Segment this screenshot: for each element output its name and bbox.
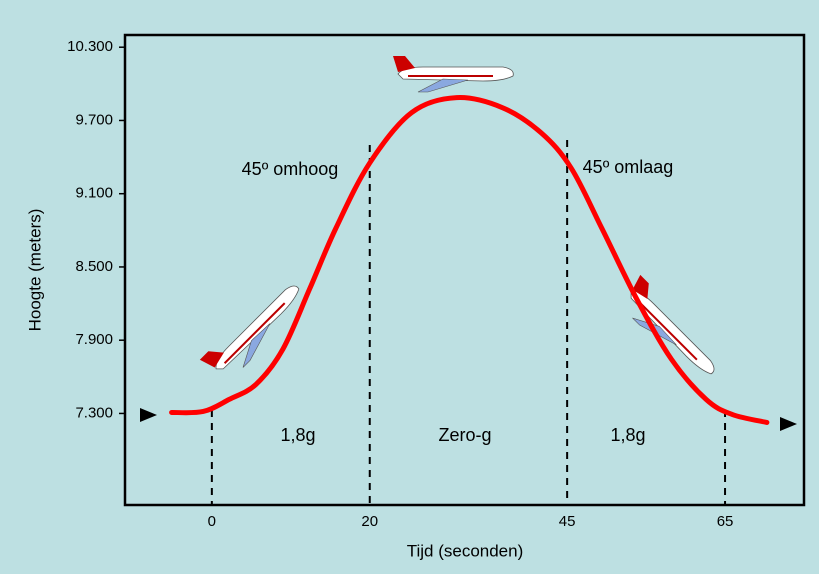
altitude-curve — [169, 95, 770, 425]
annotation: 45º omlaag — [583, 157, 674, 177]
plot-frame — [123, 33, 806, 507]
y-tick-label: 9.700 — [75, 111, 113, 128]
y-tick-label: 9.100 — [75, 185, 113, 202]
y-tick-label: 10.300 — [67, 38, 113, 55]
annotation: 1,8g — [280, 425, 315, 445]
x-tick-label: 0 — [208, 513, 216, 530]
y-tick-label: 7.900 — [75, 331, 113, 348]
annotation: Zero-g — [438, 425, 491, 445]
x-axis-title: Tijd (seconden) — [407, 541, 524, 560]
arrow-right — [780, 417, 797, 431]
annotation: 1,8g — [610, 425, 645, 445]
y-tick-label: 8.500 — [75, 258, 113, 275]
arrow-left — [140, 408, 157, 422]
x-tick-label: 20 — [361, 513, 378, 530]
annotation: 45º omhoog — [242, 159, 339, 179]
x-tick-label: 65 — [717, 513, 734, 530]
plane-top — [393, 56, 514, 93]
x-tick-label: 45 — [559, 513, 576, 530]
y-axis-title: Hoogte (meters) — [25, 209, 44, 332]
y-tick-label: 7.300 — [75, 404, 113, 421]
plane-up — [199, 285, 300, 370]
